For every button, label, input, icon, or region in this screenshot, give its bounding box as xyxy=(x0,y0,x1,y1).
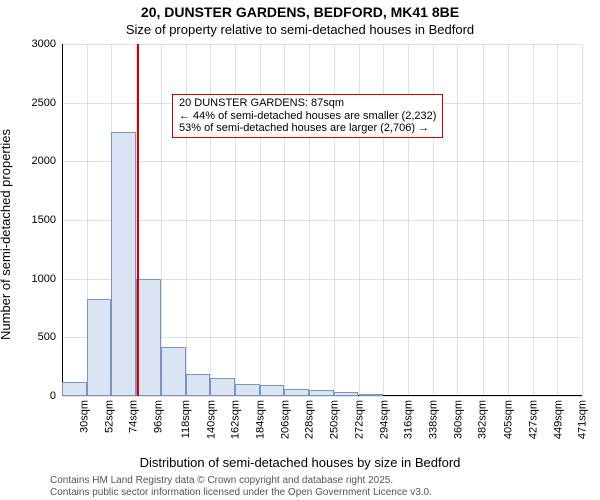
annotation-box: 20 DUNSTER GARDENS: 87sqm ← 44% of semi-… xyxy=(172,94,443,138)
chart-title: 20, DUNSTER GARDENS, BEDFORD, MK41 8BE xyxy=(0,4,600,20)
y-tick-label: 1500 xyxy=(32,214,56,226)
gridline-v xyxy=(508,44,509,396)
x-tick-label: 338sqm xyxy=(427,400,439,439)
gridline-v xyxy=(161,44,162,396)
histogram-bar xyxy=(235,384,260,396)
y-tick-label: 2500 xyxy=(32,97,56,109)
x-tick-label: 250sqm xyxy=(329,400,341,439)
x-tick-label: 52sqm xyxy=(103,400,115,433)
histogram-bar xyxy=(161,347,186,396)
histogram-bar xyxy=(359,394,384,396)
gridline-h xyxy=(62,396,582,397)
chart-subtitle: Size of property relative to semi-detach… xyxy=(0,22,600,37)
annotation-line-3: 53% of semi-detached houses are larger (… xyxy=(179,122,436,135)
histogram-bar xyxy=(111,132,136,396)
x-tick-label: 228sqm xyxy=(304,400,316,439)
x-tick-label: 30sqm xyxy=(79,400,91,433)
histogram-bar xyxy=(334,392,359,396)
x-tick-label: 118sqm xyxy=(180,400,192,438)
histogram-bar xyxy=(87,299,112,396)
gridline-h xyxy=(62,44,582,45)
x-tick-label: 427sqm xyxy=(527,400,539,439)
gridline-v xyxy=(62,44,63,396)
gridline-v xyxy=(457,44,458,396)
histogram-bar xyxy=(210,378,235,396)
annotation-line-1: 20 DUNSTER GARDENS: 87sqm xyxy=(179,97,436,110)
histogram-bar xyxy=(62,382,87,396)
x-tick-label: 140sqm xyxy=(205,400,217,439)
x-tick-label: 96sqm xyxy=(153,400,165,433)
histogram-bar xyxy=(136,279,161,396)
x-tick-label: 405sqm xyxy=(503,400,515,439)
gridline-h xyxy=(62,161,582,162)
gridline-h xyxy=(62,220,582,221)
y-tick-label: 2000 xyxy=(32,155,56,167)
x-tick-label: 449sqm xyxy=(552,400,564,439)
histogram-bar xyxy=(260,385,285,396)
x-tick-label: 272sqm xyxy=(353,400,365,439)
x-tick-label: 74sqm xyxy=(128,400,140,433)
gridline-v xyxy=(557,44,558,396)
plot-area: 05001000150020002500300030sqm52sqm74sqm9… xyxy=(62,44,582,396)
x-tick-label: 184sqm xyxy=(255,400,267,439)
y-tick-label: 1000 xyxy=(32,273,56,285)
y-tick-label: 3000 xyxy=(32,38,56,50)
y-axis-label: Number of semi-detached properties xyxy=(0,129,13,340)
x-tick-label: 294sqm xyxy=(378,400,390,439)
y-tick-label: 500 xyxy=(38,331,56,343)
footer-line-1: Contains HM Land Registry data © Crown c… xyxy=(50,475,393,486)
property-size-chart: 20, DUNSTER GARDENS, BEDFORD, MK41 8BE S… xyxy=(0,0,600,500)
histogram-bar xyxy=(284,389,309,396)
histogram-bar xyxy=(186,374,211,396)
histogram-bar xyxy=(309,390,334,396)
footer-line-2: Contains public sector information licen… xyxy=(50,487,432,498)
annotation-line-2: ← 44% of semi-detached houses are smalle… xyxy=(179,110,436,123)
gridline-v xyxy=(582,44,583,396)
x-tick-label: 162sqm xyxy=(230,400,242,439)
x-tick-label: 471sqm xyxy=(577,400,589,439)
gridline-v xyxy=(533,44,534,396)
x-tick-label: 360sqm xyxy=(452,400,464,439)
gridline-v xyxy=(483,44,484,396)
y-tick-label: 0 xyxy=(50,390,56,402)
x-axis-label: Distribution of semi-detached houses by … xyxy=(0,455,600,470)
x-tick-label: 316sqm xyxy=(403,400,415,439)
x-tick-label: 206sqm xyxy=(279,400,291,439)
x-tick-label: 382sqm xyxy=(477,400,489,439)
property-marker-line xyxy=(137,44,139,396)
